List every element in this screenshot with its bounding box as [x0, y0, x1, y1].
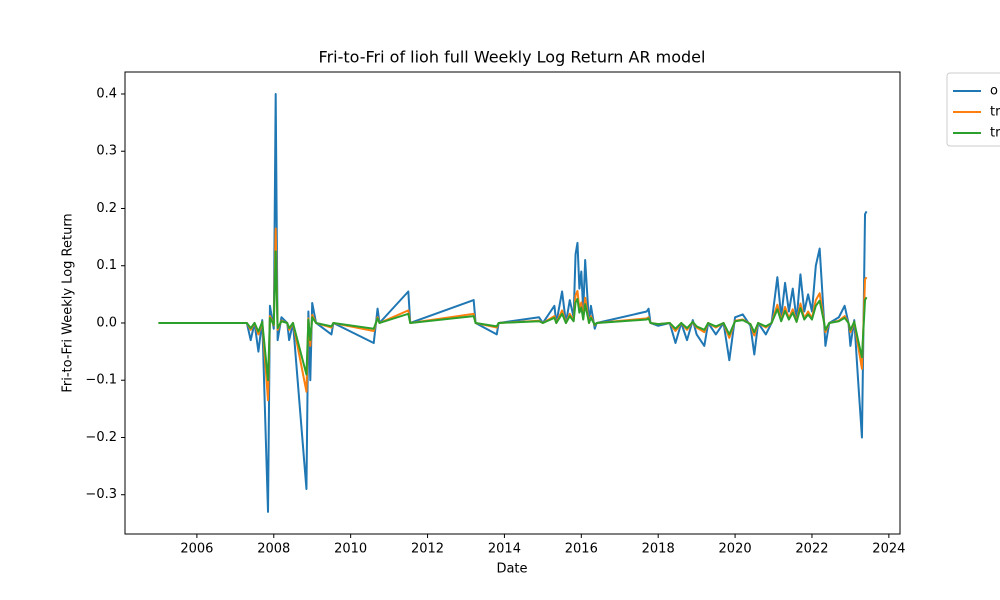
y-tick-label: −0.1: [85, 373, 117, 388]
x-tick-label: 2014: [488, 542, 521, 557]
y-tick-label: 0.0: [96, 315, 117, 330]
axes-frame: [124, 71, 901, 535]
x-tick-label: 2010: [334, 542, 367, 557]
y-axis-label: Fri-to-Fri Weekly Log Return: [61, 213, 76, 392]
x-tick-label: 2018: [642, 542, 675, 557]
x-tick-label: 2024: [872, 542, 905, 557]
x-tick-label: 2008: [257, 542, 290, 557]
x-axis-label: Date: [496, 562, 527, 577]
y-tick-label: 0.1: [96, 258, 117, 273]
legend-label: o: [990, 84, 998, 99]
x-tick-label: 2022: [795, 542, 828, 557]
y-tick-label: −0.3: [85, 487, 117, 502]
x-tick-label: 2020: [719, 542, 752, 557]
x-tick-label: 2012: [411, 542, 444, 557]
y-tick-label: 0.2: [96, 201, 117, 216]
y-tick-label: 0.3: [96, 144, 117, 159]
legend-label: tr: [990, 126, 1000, 141]
y-tick-label: −0.2: [85, 430, 117, 445]
chart-title: Fri-to-Fri of lioh full Weekly Log Retur…: [319, 48, 706, 67]
x-tick-label: 2006: [180, 542, 213, 557]
series-line: [158, 250, 868, 382]
legend-label: tr: [990, 105, 1000, 120]
y-tick-label: 0.4: [96, 86, 117, 101]
x-tick-label: 2016: [565, 542, 598, 557]
